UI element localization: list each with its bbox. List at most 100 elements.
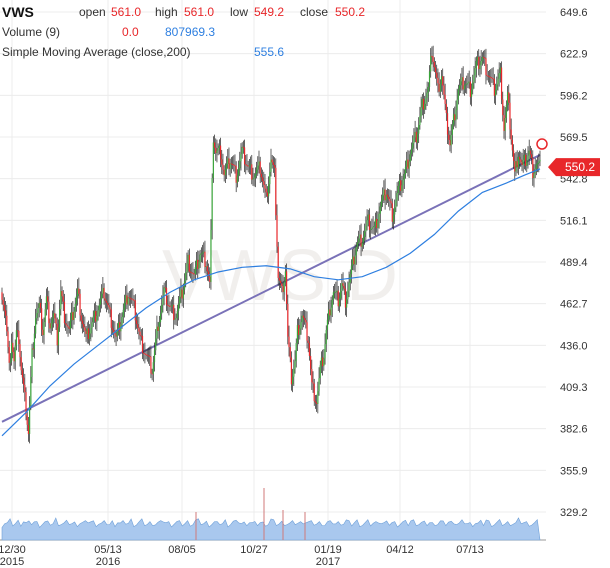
candle-down <box>191 272 193 274</box>
candle-up <box>301 315 303 323</box>
candle-up <box>283 281 285 292</box>
candle-up <box>175 318 177 320</box>
last-price-tag <box>548 158 600 177</box>
candle-down <box>337 290 339 307</box>
candle-down <box>222 164 224 170</box>
candle-up <box>201 252 204 254</box>
candle-up <box>528 150 530 156</box>
candle-down <box>521 162 523 165</box>
candle-down <box>384 189 386 201</box>
candle-up <box>224 169 226 176</box>
x-tick-year: 2015 <box>0 556 24 568</box>
candle-down <box>133 299 135 301</box>
candle-up <box>456 99 458 111</box>
candle-up <box>217 148 219 151</box>
candle-up <box>210 230 212 282</box>
sma-value: 555.6 <box>254 45 285 59</box>
candle-down <box>149 355 151 357</box>
candle-up <box>335 291 337 293</box>
candle-up <box>253 177 255 179</box>
candle-down <box>484 57 486 59</box>
candle-down <box>111 327 114 331</box>
candle-up <box>177 303 180 312</box>
candle-down <box>235 165 237 183</box>
candle-down <box>390 201 392 204</box>
candle-down <box>509 102 511 130</box>
candle-down <box>485 58 487 76</box>
candle-down <box>503 115 505 131</box>
candle-down <box>80 315 82 321</box>
candle-down <box>344 288 347 308</box>
candle-down <box>353 256 355 265</box>
candle-down <box>145 354 147 356</box>
candle-up <box>9 360 12 363</box>
candle-up <box>440 76 443 84</box>
candle-down <box>167 304 169 306</box>
candle-down <box>368 214 371 230</box>
candle-up <box>352 256 354 266</box>
x-tick-label: 01/19 <box>314 544 342 556</box>
candle-down <box>277 246 279 278</box>
candle-up <box>418 124 420 134</box>
candle-up <box>317 391 319 405</box>
candle-down <box>206 266 208 272</box>
candle-down <box>445 103 447 114</box>
candle-down <box>251 164 253 180</box>
candle-down <box>242 146 244 148</box>
candle-up <box>392 214 395 222</box>
candle-up <box>505 105 507 119</box>
candle-down <box>302 315 305 318</box>
candle-down <box>305 320 307 323</box>
candle-down <box>25 392 27 416</box>
candle-down <box>146 354 148 356</box>
candle-down <box>278 277 281 281</box>
candle-down <box>275 167 277 216</box>
candle-down <box>19 344 21 358</box>
candle-down <box>386 194 389 197</box>
candle-up <box>69 320 72 329</box>
candle-down <box>298 325 300 335</box>
candle-down <box>128 297 130 299</box>
candle-down <box>432 56 434 62</box>
candle-down <box>109 307 111 310</box>
y-tick-label: 382.6 <box>560 424 588 436</box>
candle-down <box>518 156 521 160</box>
volume-value-a: 0.0 <box>122 25 139 39</box>
candle-up <box>51 318 54 324</box>
candle-up <box>410 148 413 155</box>
candle-up <box>332 292 335 300</box>
candle-up <box>59 309 61 328</box>
candle-down <box>114 332 116 335</box>
candle-down <box>400 180 402 191</box>
candle-down <box>39 302 42 309</box>
candle-down <box>516 161 518 168</box>
candle-down <box>54 313 56 319</box>
candle-down <box>13 352 15 362</box>
x-tick-label: 12/30 <box>0 544 26 556</box>
candle-down <box>281 283 283 287</box>
candle-down <box>21 370 24 378</box>
candle-up <box>364 231 366 238</box>
candle-up <box>346 299 348 308</box>
candle-down <box>454 114 456 121</box>
candle-down <box>42 329 44 336</box>
candle-up <box>455 110 457 121</box>
candle-up <box>371 227 373 229</box>
candle-down <box>137 324 139 328</box>
candle-down <box>204 251 206 267</box>
candle-down <box>147 355 150 357</box>
candle-up <box>463 85 465 90</box>
candle-down <box>422 98 425 110</box>
candle-down <box>508 92 510 103</box>
candle-down <box>530 154 533 159</box>
candle-up <box>475 61 477 69</box>
y-tick-label: 355.9 <box>560 465 588 477</box>
candle-down <box>66 324 68 326</box>
candle-up <box>296 325 299 344</box>
candle-up <box>416 133 419 143</box>
candle-up <box>269 171 271 185</box>
candle-up <box>354 255 356 265</box>
candle-down <box>139 331 141 336</box>
